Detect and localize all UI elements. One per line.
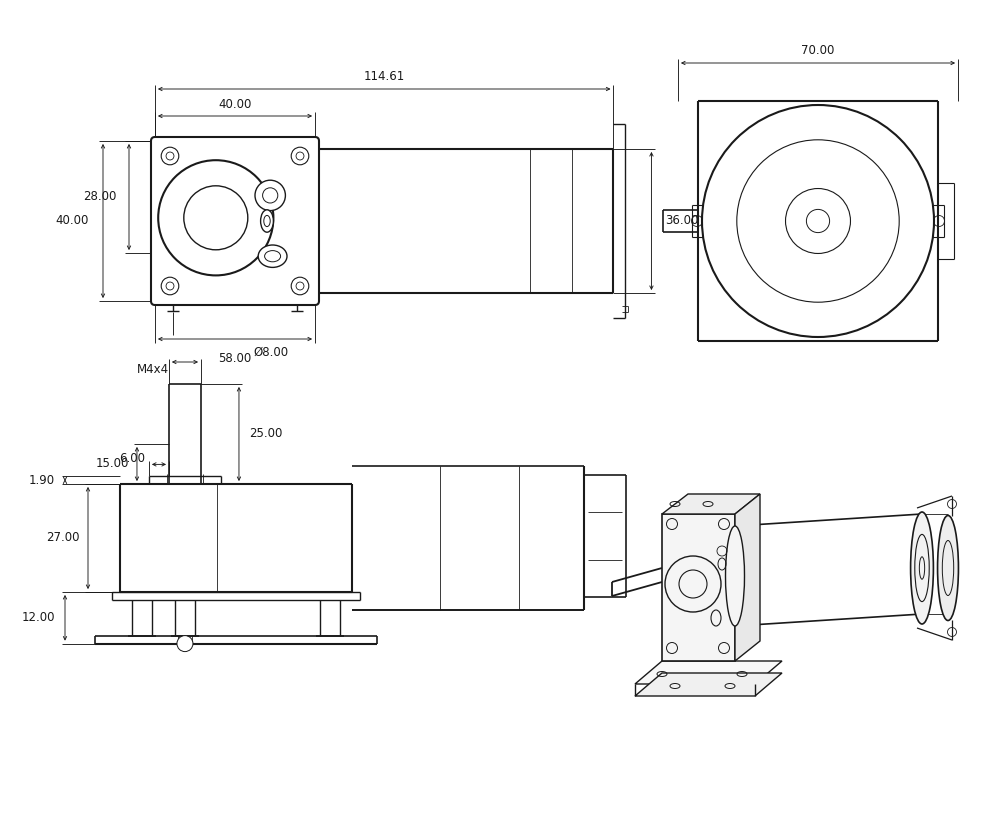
Text: 1.90: 1.90 [29, 474, 55, 487]
Circle shape [161, 147, 179, 165]
Polygon shape [635, 673, 782, 696]
Polygon shape [662, 514, 735, 661]
Text: 40.00: 40.00 [218, 98, 251, 110]
Circle shape [166, 152, 174, 160]
Text: 28.00: 28.00 [84, 191, 117, 203]
Circle shape [692, 216, 703, 227]
Circle shape [161, 278, 179, 295]
Polygon shape [662, 494, 760, 514]
Polygon shape [735, 494, 760, 661]
Ellipse shape [264, 216, 270, 227]
Text: 6.00: 6.00 [119, 452, 145, 465]
Text: 12.00: 12.00 [21, 611, 55, 624]
Circle shape [948, 628, 957, 636]
Ellipse shape [258, 245, 287, 268]
Circle shape [948, 499, 957, 508]
Text: 58.00: 58.00 [218, 352, 251, 365]
Circle shape [296, 282, 304, 290]
Circle shape [737, 140, 899, 302]
Circle shape [934, 216, 945, 227]
Circle shape [255, 181, 285, 211]
Circle shape [786, 189, 851, 253]
Circle shape [158, 161, 273, 275]
Circle shape [177, 635, 193, 651]
Circle shape [166, 282, 174, 290]
Text: 40.00: 40.00 [56, 215, 89, 227]
Circle shape [184, 186, 248, 250]
Circle shape [262, 188, 278, 203]
Text: 114.61: 114.61 [363, 69, 404, 83]
Text: 36.00: 36.00 [666, 215, 699, 227]
Text: 70.00: 70.00 [802, 43, 835, 57]
Circle shape [702, 105, 934, 337]
Text: Ø8.00: Ø8.00 [253, 345, 288, 359]
FancyBboxPatch shape [151, 137, 319, 305]
Circle shape [296, 152, 304, 160]
Ellipse shape [260, 210, 273, 232]
Text: 25.00: 25.00 [249, 427, 282, 441]
Ellipse shape [726, 526, 745, 626]
Circle shape [807, 209, 830, 232]
Polygon shape [635, 661, 782, 684]
Text: 15.00: 15.00 [95, 457, 129, 471]
Ellipse shape [938, 516, 958, 620]
Ellipse shape [264, 251, 280, 262]
Circle shape [291, 278, 308, 295]
Text: 27.00: 27.00 [46, 532, 80, 544]
Ellipse shape [911, 512, 933, 624]
Text: M4x4: M4x4 [137, 363, 169, 376]
Circle shape [291, 147, 308, 165]
